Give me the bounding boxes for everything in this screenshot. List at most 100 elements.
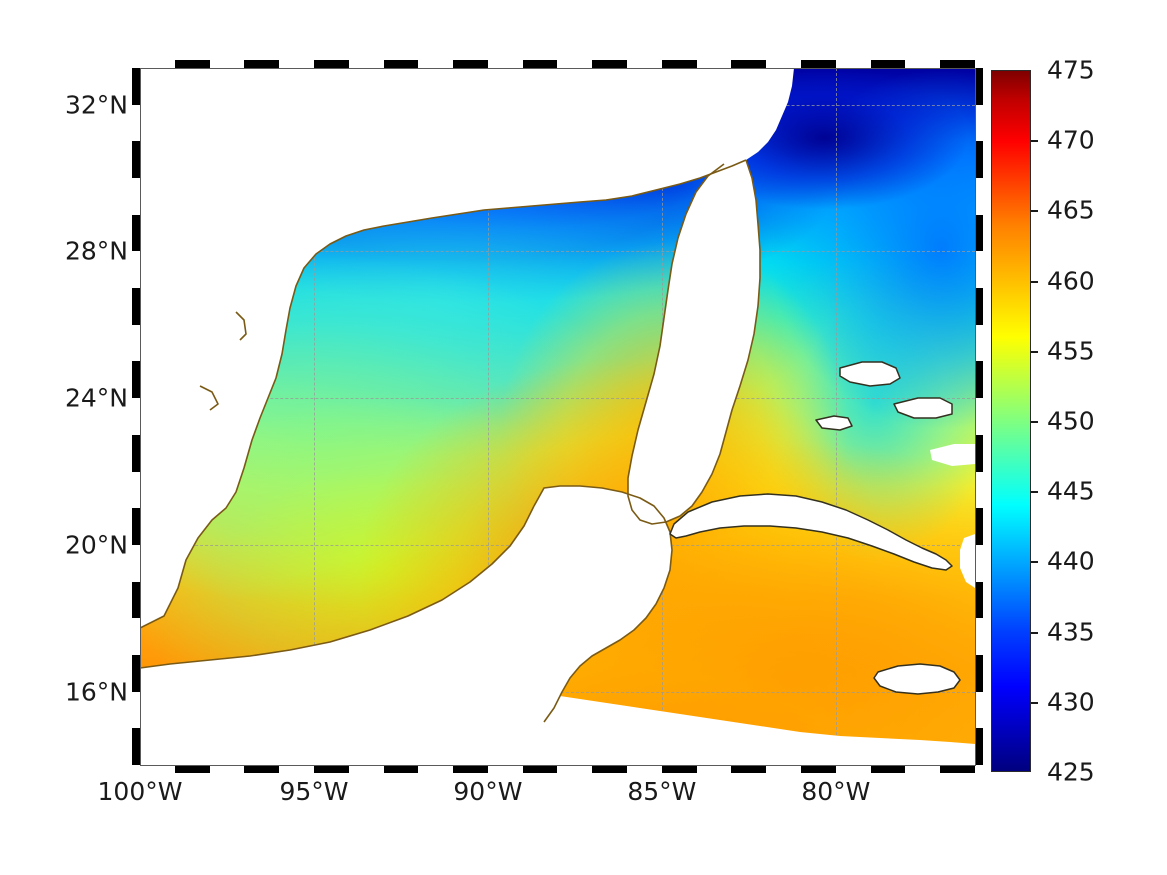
frame-checker-segment: [975, 288, 983, 325]
colorbar-tick-label: 435: [1047, 617, 1095, 647]
coastline-overlay: .lnd{fill:#ffffff;} .cst{fill:none;strok…: [140, 68, 975, 765]
frame-checker-segment: [132, 214, 140, 252]
gridline-lat-28: [140, 251, 975, 252]
frame-checker-segment: [557, 60, 593, 68]
frame-checker-segment: [592, 60, 628, 68]
frame-checker-segment: [132, 654, 140, 692]
nodata-mask-southeast: [440, 686, 975, 765]
frame-checker-segment: [348, 60, 384, 68]
frame-checker-segment: [313, 60, 349, 68]
frame-checker-segment: [132, 68, 140, 105]
frame-checker-segment: [975, 214, 983, 252]
frame-checker-segment: [132, 178, 140, 215]
colorbar-tick-mark: [1031, 561, 1038, 564]
colorbar-tick-mark: [1031, 421, 1038, 423]
colorbar-tick-label: 440: [1047, 546, 1095, 576]
lat-tick-label: 32°N: [64, 90, 128, 120]
frame-checker-segment: [348, 765, 384, 773]
lon-tick-label: 80°W: [801, 777, 871, 806]
frame-checker-segment: [383, 60, 419, 68]
colorbar-tick-label: 475: [1047, 55, 1095, 85]
frame-checker-segment: [975, 251, 983, 289]
frame-checker-segment: [132, 324, 140, 362]
colorbar-tick-label: 460: [1047, 266, 1095, 296]
frame-checker-segment: [975, 68, 983, 105]
map-frame-inner-rule-top: [140, 68, 976, 69]
land-hispaniola: [960, 534, 975, 588]
colorbar-gradient: [992, 71, 1030, 771]
frame-checker-segment: [975, 434, 983, 472]
coastline-cuba: [669, 493, 953, 571]
frame-checker-segment: [975, 581, 983, 619]
gridline-lon-95: [314, 68, 315, 765]
frame-checker-segment: [132, 581, 140, 619]
land-cuba: [670, 494, 952, 570]
frame-checker-segment: [453, 60, 488, 68]
colorbar-tick-label: 465: [1047, 195, 1095, 225]
frame-checker-segment: [766, 765, 802, 773]
frame-checker-segment: [975, 361, 983, 399]
colorbar-tick-mark: [1031, 631, 1038, 634]
map-frame-right: [975, 60, 983, 773]
frame-checker-segment: [940, 765, 975, 773]
land-north-america: [140, 68, 794, 628]
map-axes[interactable]: .lnd{fill:#ffffff;} .cst{fill:none;strok…: [140, 68, 975, 765]
colorbar-tick-mark: [1031, 210, 1038, 213]
gridline-lat-24: [140, 398, 975, 399]
frame-checker-segment: [487, 60, 523, 68]
frame-checker-segment: [975, 60, 983, 68]
frame-checker-segment: [244, 765, 280, 773]
frame-checker-segment: [132, 361, 140, 399]
colorbar-tick-label: 450: [1047, 406, 1095, 436]
frame-checker-segment: [174, 60, 210, 68]
lat-tick-label: 28°N: [64, 236, 128, 266]
frame-checker-segment: [975, 654, 983, 692]
lon-tick-label: 95°W: [279, 777, 349, 806]
frame-checker-segment: [132, 728, 140, 765]
frame-checker-segment: [905, 60, 941, 68]
frame-checker-segment: [975, 141, 983, 179]
frame-checker-segment: [870, 765, 906, 773]
frame-checker-segment: [801, 765, 836, 773]
frame-checker-segment: [731, 60, 767, 68]
frame-checker-segment: [940, 60, 975, 68]
frame-checker-segment: [418, 60, 454, 68]
frame-checker-segment: [313, 765, 349, 773]
colorbar-tick-mark: [1031, 701, 1038, 704]
frame-checker-segment: [522, 60, 558, 68]
map-frame-inner-rule-bottom: [140, 765, 976, 766]
frame-checker-segment: [132, 251, 140, 289]
colorbar[interactable]: [991, 70, 1031, 772]
frame-checker-segment: [132, 544, 140, 582]
frame-checker-segment: [487, 765, 523, 773]
colorbar-tick-label: 470: [1047, 125, 1095, 155]
frame-checker-segment: [905, 765, 941, 773]
frame-checker-segment: [132, 471, 140, 509]
frame-checker-segment: [132, 398, 140, 435]
frame-checker-segment: [279, 60, 314, 68]
frame-checker-segment: [132, 141, 140, 179]
frame-checker-segment: [975, 618, 983, 655]
frame-checker-segment: [132, 434, 140, 472]
frame-checker-segment: [522, 765, 558, 773]
map-frame-inner-rule-right: [975, 68, 976, 766]
coastline-jamaica: [873, 663, 961, 695]
frame-checker-segment: [132, 691, 140, 729]
frame-checker-segment: [731, 765, 767, 773]
frame-checker-segment: [835, 60, 871, 68]
land-jamaica: [874, 664, 960, 694]
lat-tick-label: 20°N: [64, 530, 128, 560]
frame-checker-segment: [557, 765, 593, 773]
lat-tick-label: 16°N: [64, 677, 128, 707]
colorbar-tick-label: 430: [1047, 687, 1095, 717]
frame-checker-segment: [132, 765, 140, 773]
colorbar-tick-label: 455: [1047, 336, 1095, 366]
frame-checker-segment: [209, 60, 245, 68]
frame-checker-segment: [132, 104, 140, 142]
frame-checker-segment: [132, 618, 140, 655]
frame-checker-segment: [140, 60, 175, 68]
coastline-florida: [627, 159, 761, 525]
frame-checker-segment: [975, 508, 983, 545]
frame-checker-segment: [975, 691, 983, 729]
